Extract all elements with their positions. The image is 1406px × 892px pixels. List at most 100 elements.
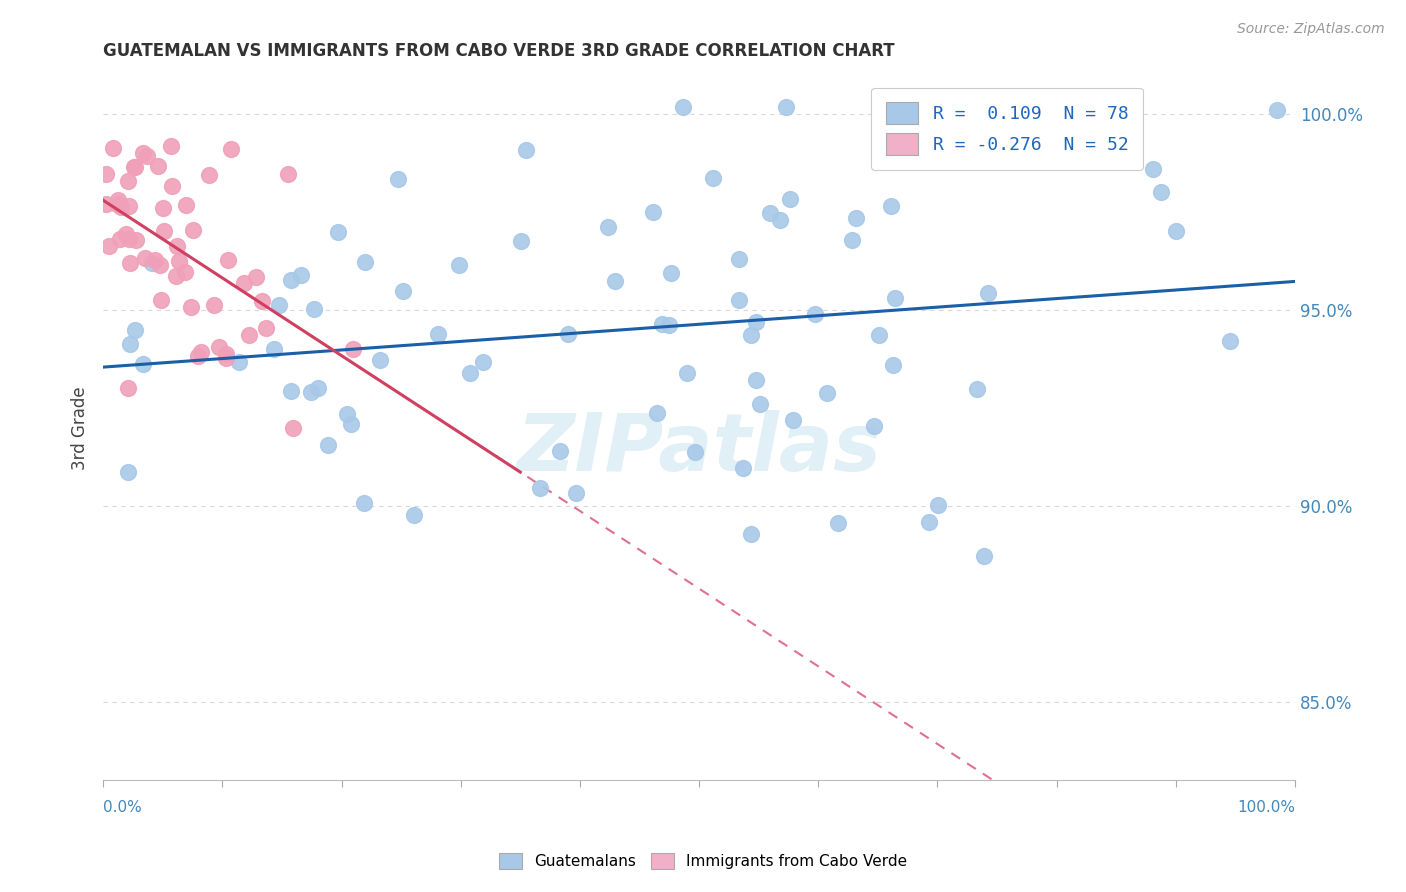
Point — [124, 160, 146, 174]
Point — [745, 315, 768, 329]
Point — [132, 357, 155, 371]
Point — [973, 549, 995, 563]
Point — [280, 273, 302, 287]
Point — [110, 200, 132, 214]
Point — [804, 307, 827, 321]
Point — [779, 192, 801, 206]
Point — [245, 269, 267, 284]
Point — [882, 358, 904, 372]
Point — [143, 252, 166, 267]
Point — [181, 223, 204, 237]
Point — [884, 291, 907, 305]
Point — [120, 337, 142, 351]
Point — [122, 161, 145, 175]
Point — [277, 167, 299, 181]
Point — [174, 265, 197, 279]
Point — [103, 141, 125, 155]
Point — [124, 323, 146, 337]
Point — [304, 301, 326, 316]
Point — [250, 294, 273, 309]
Point — [353, 255, 375, 269]
Point — [134, 251, 156, 265]
Y-axis label: 3rd Grade: 3rd Grade — [72, 386, 89, 470]
Legend: Guatemalans, Immigrants from Cabo Verde: Guatemalans, Immigrants from Cabo Verde — [492, 847, 914, 875]
Point — [141, 256, 163, 270]
Point — [118, 256, 141, 270]
Point — [267, 298, 290, 312]
Point — [328, 226, 350, 240]
Point — [117, 381, 139, 395]
Point — [529, 481, 551, 495]
Point — [336, 407, 359, 421]
Point — [749, 397, 772, 411]
Point — [152, 201, 174, 215]
Point — [603, 274, 626, 288]
Point — [868, 327, 890, 342]
Point — [658, 318, 681, 333]
Point — [966, 382, 988, 396]
Point — [392, 284, 415, 298]
Point — [238, 328, 260, 343]
Point — [283, 421, 305, 435]
Point — [387, 171, 409, 186]
Point — [217, 252, 239, 267]
Point — [769, 213, 792, 227]
Point — [117, 465, 139, 479]
Point — [733, 460, 755, 475]
Point — [202, 298, 225, 312]
Point — [190, 345, 212, 359]
Point — [187, 349, 209, 363]
Point — [280, 384, 302, 398]
Point — [550, 444, 572, 458]
Text: ZIPatlas: ZIPatlas — [516, 410, 882, 488]
Point — [515, 143, 537, 157]
Point — [215, 351, 238, 365]
Point — [879, 198, 901, 212]
Point — [841, 233, 863, 247]
Point — [1164, 224, 1187, 238]
Point — [307, 381, 329, 395]
Point — [108, 232, 131, 246]
Point — [107, 193, 129, 207]
Point — [1150, 185, 1173, 199]
Point — [299, 385, 322, 400]
Text: 0.0%: 0.0% — [103, 800, 142, 815]
Text: Source: ZipAtlas.com: Source: ZipAtlas.com — [1237, 22, 1385, 37]
Point — [727, 293, 749, 307]
Point — [160, 138, 183, 153]
Point — [136, 149, 159, 163]
Point — [153, 224, 176, 238]
Point — [702, 171, 724, 186]
Point — [118, 198, 141, 212]
Point — [745, 373, 768, 387]
Point — [125, 233, 148, 247]
Point — [675, 367, 697, 381]
Text: GUATEMALAN VS IMMIGRANTS FROM CABO VERDE 3RD GRADE CORRELATION CHART: GUATEMALAN VS IMMIGRANTS FROM CABO VERDE… — [103, 42, 894, 60]
Point — [863, 418, 886, 433]
Point — [105, 197, 128, 211]
Point — [340, 417, 363, 431]
Point — [977, 285, 1000, 300]
Point — [263, 343, 285, 357]
Point — [132, 146, 155, 161]
Point — [426, 327, 449, 342]
Point — [342, 342, 364, 356]
Point — [167, 253, 190, 268]
Point — [219, 143, 242, 157]
Legend: R =  0.109  N = 78, R = -0.276  N = 52: R = 0.109 N = 78, R = -0.276 N = 52 — [872, 87, 1143, 169]
Point — [683, 444, 706, 458]
Point — [96, 197, 118, 211]
Point — [782, 413, 804, 427]
Point — [596, 219, 619, 234]
Point — [775, 99, 797, 113]
Point — [953, 118, 976, 132]
Point — [918, 515, 941, 529]
Point — [117, 174, 139, 188]
Point — [759, 206, 782, 220]
Point — [160, 178, 183, 193]
Point — [96, 167, 118, 181]
Point — [208, 340, 231, 354]
Point — [149, 258, 172, 272]
Point — [180, 300, 202, 314]
Point — [115, 227, 138, 242]
